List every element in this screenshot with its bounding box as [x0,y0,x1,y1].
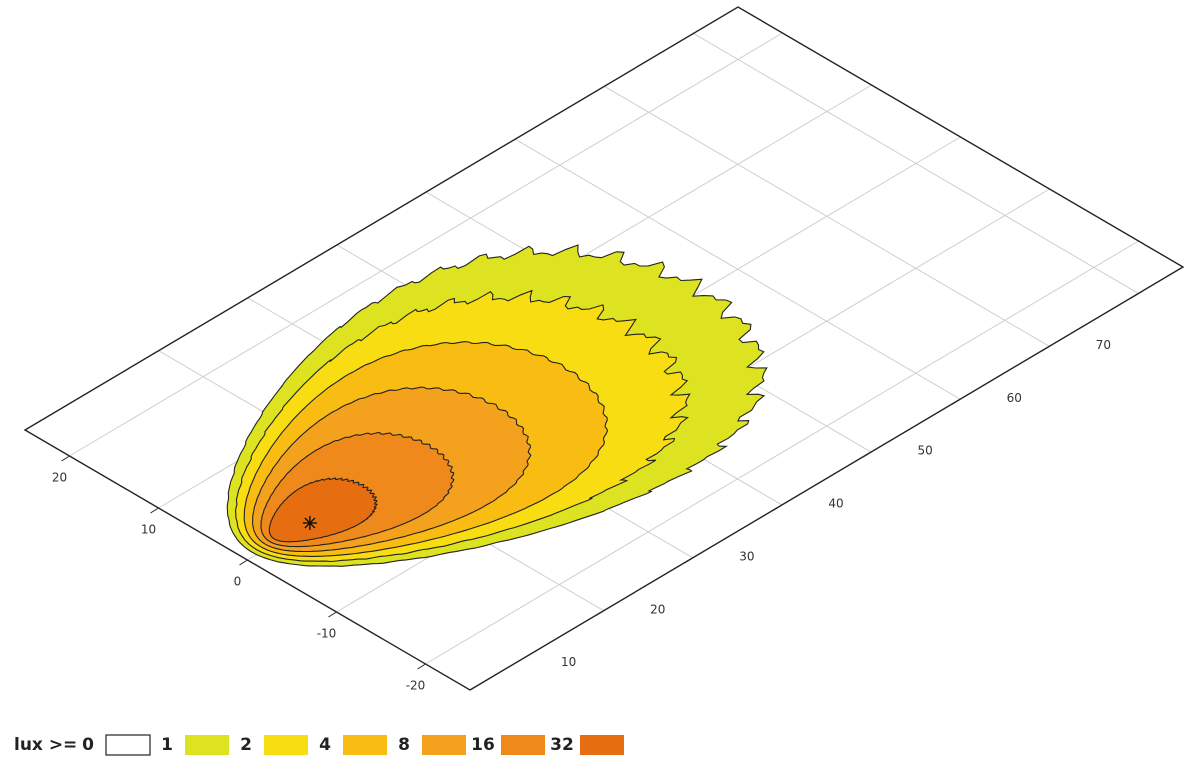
plane-border [23,6,1185,691]
x-tick-label: 40 [828,497,843,511]
x-tick-label: 60 [1007,391,1022,405]
legend-swatch [580,735,624,755]
legend-label: 2 [240,735,252,755]
legend-title: lux >= [14,735,77,755]
y-tick [328,611,337,618]
contour-region [268,477,379,543]
legend-label: 8 [398,735,410,755]
legend-swatch [264,735,308,755]
x-tick [773,504,783,511]
luminaire-marker [304,517,316,529]
legend-label: 16 [471,735,495,755]
x-tick [595,610,604,617]
y-tick-label: -20 [406,679,426,693]
grid-line [69,32,783,457]
y-tick-label: 10 [141,523,156,537]
legend-label: 1 [161,735,173,755]
x-tick-label: 20 [650,602,665,616]
x-tick-label: 50 [918,444,933,458]
y-tick-label: -10 [317,627,337,641]
y-tick [61,455,70,462]
x-tick [951,398,961,405]
x-tick [1130,293,1139,299]
legend-swatch [343,735,387,755]
legend: lux >= 0 1 2 4 8 16 32 [14,734,624,756]
x-tick-label: 70 [1096,338,1111,352]
x-tick [862,451,872,458]
legend-swatch [105,734,151,756]
legend-label: 4 [319,735,331,755]
legend-swatch [422,735,466,755]
legend-swatch [501,735,545,755]
x-tick-label: 30 [739,549,754,563]
x-tick [1041,345,1050,352]
grid-line [425,240,1139,665]
y-tick [417,663,426,670]
y-tick-label: 0 [234,575,242,589]
legend-label: 32 [550,735,574,755]
legend-swatch [185,735,229,755]
y-tick-label: 20 [52,471,67,485]
y-tick [239,559,248,566]
x-tick-label: 10 [561,655,576,669]
legend-label: 0 [82,735,94,755]
y-tick [150,507,159,514]
x-tick [684,557,694,564]
